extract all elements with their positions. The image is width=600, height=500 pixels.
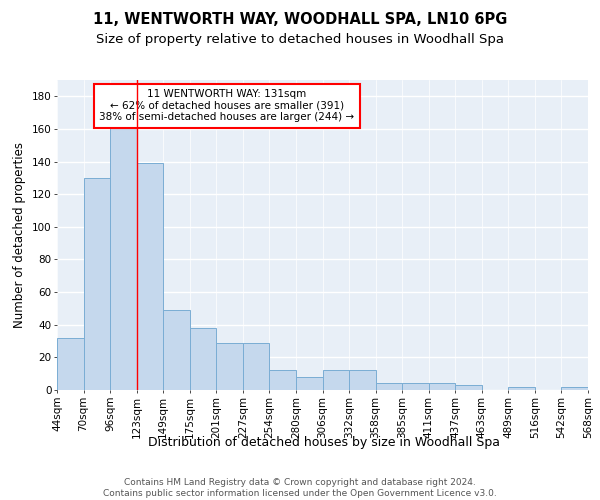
Bar [349, 370, 376, 390]
Bar [163, 310, 190, 390]
Bar [508, 386, 535, 390]
Bar [296, 377, 323, 390]
Y-axis label: Number of detached properties: Number of detached properties [13, 142, 26, 328]
Bar [83, 178, 110, 390]
Bar [110, 100, 137, 390]
Bar [269, 370, 296, 390]
Text: Contains HM Land Registry data © Crown copyright and database right 2024.
Contai: Contains HM Land Registry data © Crown c… [103, 478, 497, 498]
Bar [57, 338, 83, 390]
Bar [562, 386, 588, 390]
Bar [190, 328, 217, 390]
Bar [428, 384, 455, 390]
Text: 11 WENTWORTH WAY: 131sqm
← 62% of detached houses are smaller (391)
38% of semi-: 11 WENTWORTH WAY: 131sqm ← 62% of detach… [100, 90, 355, 122]
Text: 11, WENTWORTH WAY, WOODHALL SPA, LN10 6PG: 11, WENTWORTH WAY, WOODHALL SPA, LN10 6P… [93, 12, 507, 28]
Bar [376, 384, 402, 390]
Text: Size of property relative to detached houses in Woodhall Spa: Size of property relative to detached ho… [96, 32, 504, 46]
Bar [137, 163, 163, 390]
Bar [323, 370, 349, 390]
Bar [243, 342, 269, 390]
Text: Distribution of detached houses by size in Woodhall Spa: Distribution of detached houses by size … [148, 436, 500, 449]
Bar [217, 342, 243, 390]
Bar [455, 385, 482, 390]
Bar [402, 384, 429, 390]
